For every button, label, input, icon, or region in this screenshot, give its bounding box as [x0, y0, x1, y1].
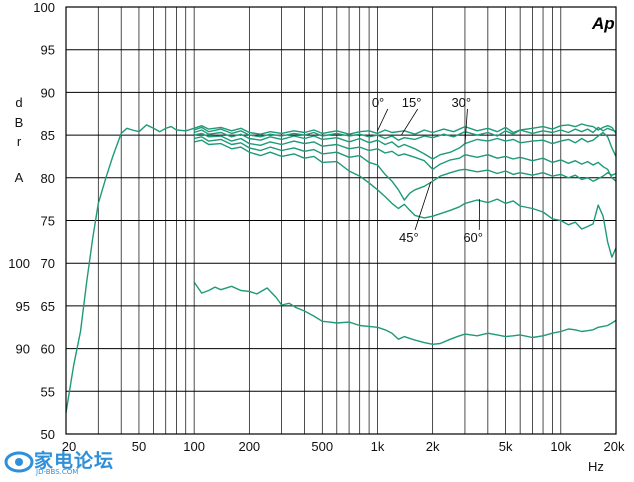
x-tick-label: 2k [426, 439, 440, 454]
chart-series-group [65, 123, 617, 413]
series-line-4 [193, 132, 617, 182]
forum-watermark-url: JD-BBS.COM [36, 468, 79, 476]
chart-axis-labels: 50 55 60 65 70 75 80 85 90 95 100 100 95 90 20 50 100 200… [8, 0, 625, 454]
series-line-1 [65, 124, 617, 413]
annotation-label: 45° [399, 230, 419, 245]
annotation-label: 60° [463, 230, 483, 245]
x-axis-label: Hz [588, 459, 604, 474]
forum-watermark-title: 家电论坛 [34, 450, 115, 472]
y-tick-label: 100 [33, 0, 55, 15]
series-line-7 [193, 281, 617, 345]
x-tick-label: 10k [550, 439, 571, 454]
y-tick-label-secondary: 95 [16, 299, 30, 314]
x-tick-label: 500 [311, 439, 333, 454]
x-tick-label: 200 [238, 439, 260, 454]
series-line-5 [193, 136, 617, 201]
y-tick-label: 95 [41, 43, 55, 58]
annotation-label: 15° [402, 95, 422, 110]
x-tick-label: 5k [499, 439, 513, 454]
y-tick-label-secondary: 90 [16, 342, 30, 357]
ap-logo: Ap [591, 14, 615, 33]
forum-logo-icon [4, 451, 34, 473]
chart-annotations: 0° 15° 30° 45° 60° [372, 95, 483, 245]
y-tick-label: 55 [41, 384, 55, 399]
y-tick-label-secondary: 100 [8, 256, 30, 271]
y-tick-label: 50 [41, 427, 55, 442]
y-axis-label-letter: r [17, 134, 22, 149]
plot-frame [65, 6, 617, 435]
x-tick-label: 20 [62, 439, 76, 454]
y-tick-label: 80 [41, 171, 55, 186]
x-tick-label: 100 [183, 439, 205, 454]
series-line-6 [193, 139, 617, 258]
forum-watermark: 家电论坛 JD-BBS.COM [4, 444, 134, 480]
y-tick-label: 75 [41, 214, 55, 229]
annotation-label: 0° [372, 95, 384, 110]
y-axis-label-letter: A [15, 170, 24, 185]
y-axis-label-letter: d [15, 95, 22, 110]
annotation-leader-1 [377, 108, 389, 132]
y-tick-label: 85 [41, 128, 55, 143]
series-line-3 [193, 129, 617, 160]
y-tick-label: 70 [41, 256, 55, 271]
x-tick-label: 50 [132, 439, 146, 454]
y-tick-label: 65 [41, 299, 55, 314]
x-tick-label: 1k [371, 439, 385, 454]
annotation-leader-2 [401, 108, 419, 136]
x-tick-label: 20k [604, 439, 625, 454]
y-tick-label: 90 [41, 85, 55, 100]
annotation-leader-4 [414, 181, 432, 230]
annotation-leader-3 [464, 108, 468, 144]
y-axis-label-letter: B [15, 115, 24, 130]
annotation-label: 30° [451, 95, 471, 110]
y-tick-label: 60 [41, 342, 55, 357]
series-line-2 [193, 123, 617, 141]
